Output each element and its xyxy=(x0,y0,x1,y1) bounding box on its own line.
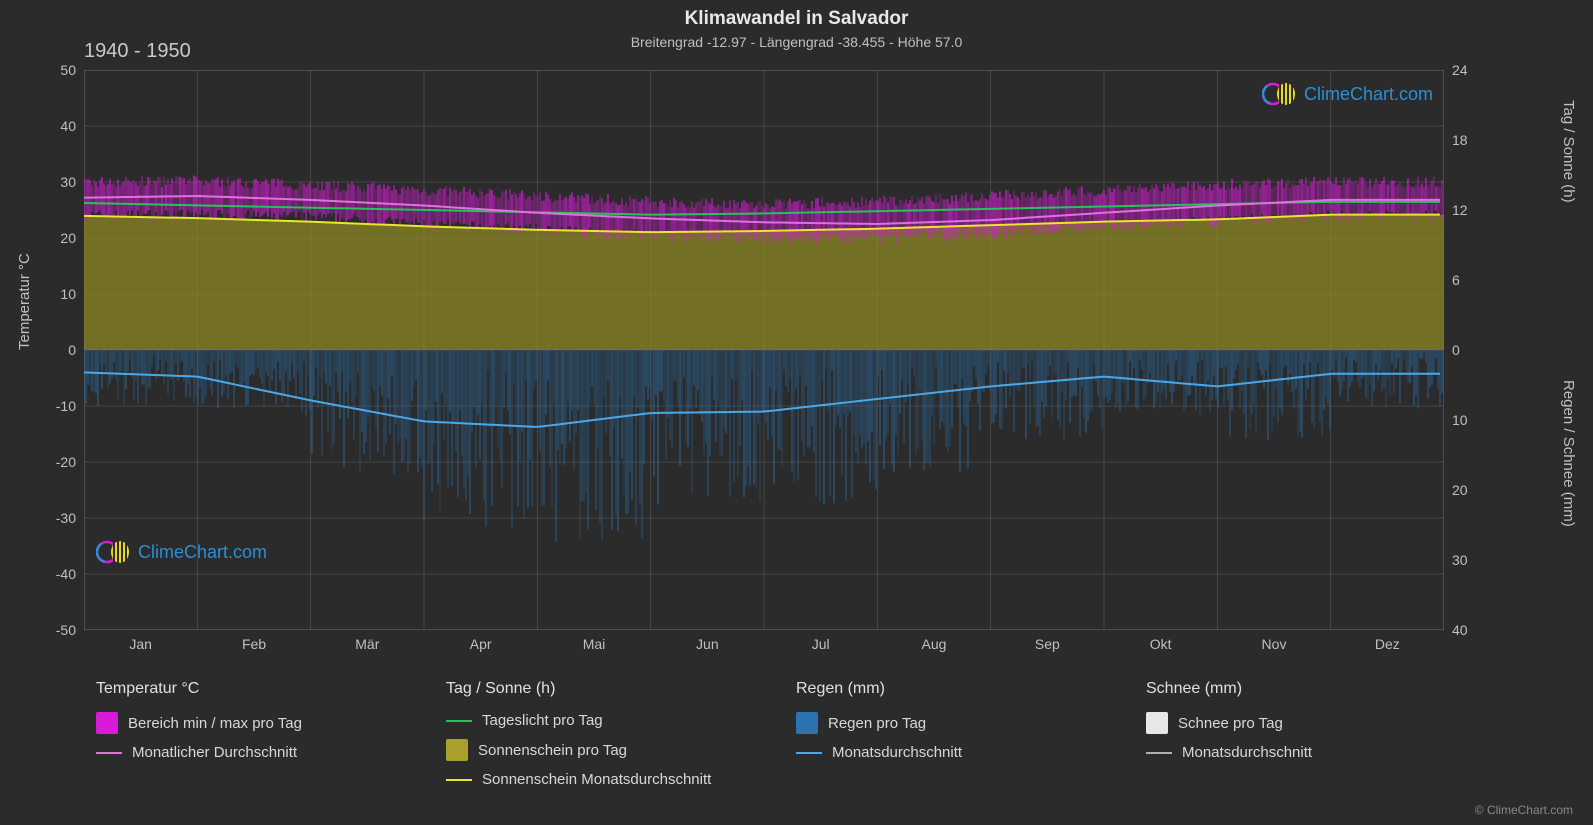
legend-item: Sonnenschein Monatsdurchschnitt xyxy=(446,771,796,788)
legend-label: Sonnenschein pro Tag xyxy=(478,742,627,759)
legend-item: Sonnenschein pro Tag xyxy=(446,739,796,761)
legend-group: Tag / Sonne (h) Tageslicht pro Tag Sonnens… xyxy=(446,680,796,798)
y-left-tick: 50 xyxy=(60,62,76,78)
decade-label: 1940 - 1950 xyxy=(84,40,191,63)
legend-label: Monatsdurchschnitt xyxy=(1182,744,1312,761)
legend-group: Temperatur °C Bereich min / max pro Tag Mo… xyxy=(96,680,446,798)
x-tick: Apr xyxy=(470,636,492,652)
chart-svg xyxy=(84,70,1444,630)
y-left-tick: 20 xyxy=(60,230,76,246)
y-left-tick: -40 xyxy=(56,566,76,582)
legend-swatch xyxy=(1146,752,1172,754)
legend-swatch xyxy=(446,739,468,761)
x-tick: Mai xyxy=(583,636,606,652)
x-tick: Feb xyxy=(242,636,266,652)
y-right-tick: 0 xyxy=(1452,342,1460,358)
y-right-tick: 40 xyxy=(1452,622,1468,638)
legend-label: Monatlicher Durchschnitt xyxy=(132,744,297,761)
x-tick: Nov xyxy=(1262,636,1287,652)
y-left-tick: -50 xyxy=(56,622,76,638)
legend-label: Schnee pro Tag xyxy=(1178,715,1283,732)
legend-item: Regen pro Tag xyxy=(796,712,1146,734)
legend-swatch xyxy=(96,712,118,734)
legend-swatch xyxy=(96,752,122,754)
x-tick: Jul xyxy=(812,636,830,652)
logo-text: ClimeChart.com xyxy=(1304,84,1433,105)
x-tick: Okt xyxy=(1150,636,1172,652)
legend-swatch xyxy=(796,712,818,734)
y-left-tick: -30 xyxy=(56,510,76,526)
copyright: © ClimeChart.com xyxy=(1475,803,1573,817)
legend: Temperatur °C Bereich min / max pro Tag Mo… xyxy=(96,680,1496,798)
y-left-tick: -10 xyxy=(56,398,76,414)
y-left-tick: 0 xyxy=(68,342,76,358)
legend-item: Monatlicher Durchschnitt xyxy=(96,744,446,761)
legend-heading: Schnee (mm) xyxy=(1146,680,1496,698)
y-right-tick: 24 xyxy=(1452,62,1468,78)
legend-label: Monatsdurchschnitt xyxy=(832,744,962,761)
y-right-axis-label-top: Tag / Sonne (h) xyxy=(1560,100,1577,203)
legend-swatch xyxy=(796,752,822,754)
legend-item: Bereich min / max pro Tag xyxy=(96,712,446,734)
x-tick: Jan xyxy=(129,636,152,652)
y-left-axis-label: Temperatur °C xyxy=(16,253,33,350)
chart-subtitle: Breitengrad -12.97 - Längengrad -38.455 … xyxy=(0,30,1593,50)
y-left-ticks: 50403020100-10-20-30-40-50 xyxy=(48,70,80,630)
logo-bottom-left: ClimeChart.com xyxy=(96,538,267,566)
legend-heading: Regen (mm) xyxy=(796,680,1146,698)
legend-item: Tageslicht pro Tag xyxy=(446,712,796,729)
legend-swatch xyxy=(1146,712,1168,734)
legend-label: Regen pro Tag xyxy=(828,715,926,732)
y-left-tick: 40 xyxy=(60,118,76,134)
chart-plot-area xyxy=(84,70,1444,630)
y-left-tick: 30 xyxy=(60,174,76,190)
x-tick: Mär xyxy=(355,636,379,652)
legend-label: Sonnenschein Monatsdurchschnitt xyxy=(482,771,711,788)
y-right-tick: 6 xyxy=(1452,272,1460,288)
x-tick: Aug xyxy=(922,636,947,652)
x-tick: Sep xyxy=(1035,636,1060,652)
legend-swatch xyxy=(446,779,472,781)
chart-title: Klimawandel in Salvador xyxy=(0,0,1593,30)
legend-label: Tageslicht pro Tag xyxy=(482,712,603,729)
x-tick: Dez xyxy=(1375,636,1400,652)
legend-group: Schnee (mm) Schnee pro Tag Monatsdurchschn… xyxy=(1146,680,1496,798)
y-left-tick: 10 xyxy=(60,286,76,302)
y-right-tick: 12 xyxy=(1452,202,1468,218)
y-right-axis-label-bottom: Regen / Schnee (mm) xyxy=(1560,380,1577,527)
legend-item: Schnee pro Tag xyxy=(1146,712,1496,734)
y-right-tick: 18 xyxy=(1452,132,1468,148)
y-left-tick: -20 xyxy=(56,454,76,470)
y-right-tick: 30 xyxy=(1452,552,1468,568)
legend-item: Monatsdurchschnitt xyxy=(1146,744,1496,761)
legend-heading: Tag / Sonne (h) xyxy=(446,680,796,698)
y-right-ticks: 2418126010203040 xyxy=(1448,70,1488,630)
x-axis-ticks: Jan Feb Mär Apr Mai Jun Jul Aug Sep Okt Nov Dez xyxy=(84,636,1444,660)
legend-item: Monatsdurchschnitt xyxy=(796,744,1146,761)
logo-top-right: ClimeChart.com xyxy=(1262,80,1433,108)
y-right-tick: 10 xyxy=(1452,412,1468,428)
legend-label: Bereich min / max pro Tag xyxy=(128,715,302,732)
x-tick: Jun xyxy=(696,636,719,652)
y-right-tick: 20 xyxy=(1452,482,1468,498)
logo-text: ClimeChart.com xyxy=(138,542,267,563)
legend-heading: Temperatur °C xyxy=(96,680,446,698)
legend-group: Regen (mm) Regen pro Tag Monatsdurchschnit… xyxy=(796,680,1146,798)
legend-swatch xyxy=(446,720,472,722)
